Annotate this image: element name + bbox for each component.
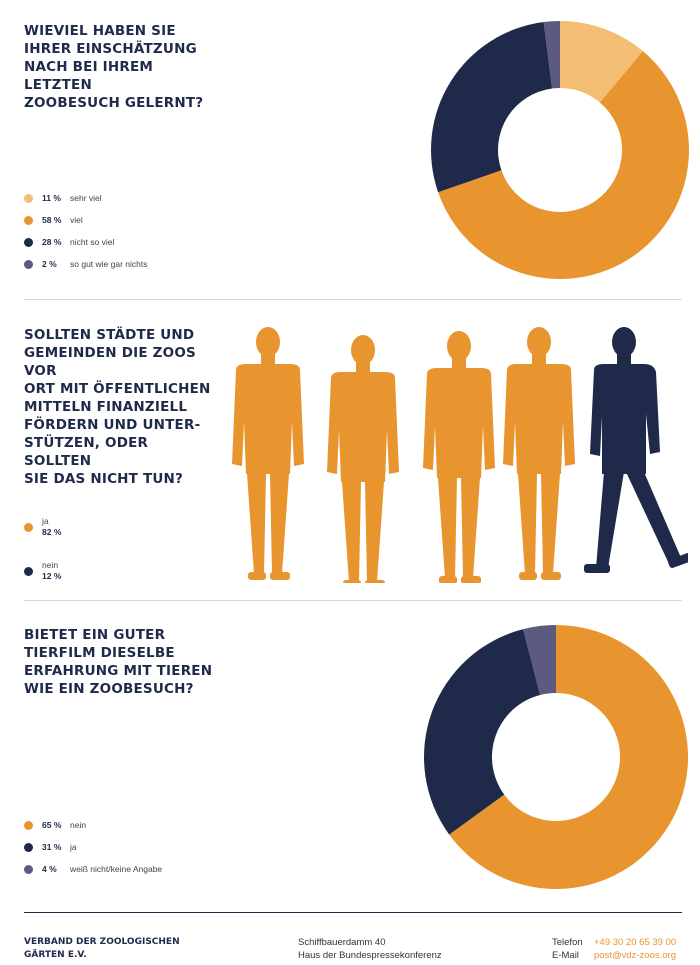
pie-slice: [543, 21, 560, 89]
legend-item: 11 % sehr viel: [24, 187, 147, 209]
section-divider: [24, 600, 682, 601]
pie-slice: [449, 625, 688, 889]
legend-label: ja: [70, 842, 77, 852]
legend-pct: 31 %: [42, 842, 62, 852]
walking-person-icon: [584, 327, 688, 573]
legend-dot: [24, 820, 33, 830]
legend-label: nein: [70, 820, 87, 830]
legend-label: ja: [42, 516, 49, 526]
pie-slice: [431, 22, 553, 193]
legend-item: 65 % nein: [24, 814, 162, 836]
footer-address-line: Haus der Bundespressekonferenz: [298, 950, 442, 961]
legend-label: viel: [70, 215, 83, 225]
legend-item: 2 % so gut wie gar nichts: [24, 253, 147, 275]
legend-dot: [24, 864, 33, 874]
legend-dot: [24, 193, 33, 203]
legend-pct: 82 %: [42, 527, 62, 537]
legend-item: 4 % weiß nicht/keine Angabe: [24, 858, 162, 880]
pie-slice: [560, 21, 643, 103]
question-1-title: WIEVIEL HABEN SIE IHRER EINSCHÄTZUNG NAC…: [24, 23, 204, 111]
legend-item: 28 % nicht so viel: [24, 231, 147, 253]
person-icon: [327, 335, 399, 583]
phone-label: Telefon: [552, 937, 583, 948]
footer-address-line: Schiffbauerdamm 40: [298, 937, 386, 948]
legend-pct: 11 %: [42, 193, 61, 203]
legend-item: ja 82 %: [24, 512, 61, 542]
legend-label: so gut wie gar nichts: [70, 259, 148, 269]
legend-3: 65 % nein 31 % ja 4 % weiß nicht/keine Anga…: [24, 814, 162, 880]
footer-address: Schiffbauerdamm 40 Haus der Bundespresse…: [298, 936, 442, 962]
legend-dot: [24, 522, 33, 532]
legend-label: weiß nicht/keine Angabe: [70, 864, 163, 874]
legend-label: nicht so viel: [70, 237, 115, 247]
pie-slice: [424, 629, 541, 835]
legend-dot: [24, 259, 33, 269]
legend-pct: 4 %: [42, 864, 57, 874]
donut-chart-1: [431, 21, 689, 279]
legend-label: nein: [42, 560, 59, 570]
footer-rule: [24, 912, 682, 913]
person-icon: [503, 327, 575, 580]
legend-1: 11 % sehr viel 58 % viel 28 % nicht so viel…: [24, 187, 147, 275]
legend-item: 31 % ja: [24, 836, 162, 858]
pie-slice: [438, 51, 689, 279]
legend-pct: 2 %: [42, 259, 57, 269]
people-silhouettes: [232, 327, 688, 583]
legend-pct: 65 %: [42, 820, 62, 830]
email-label: E-Mail: [552, 950, 579, 961]
legend-dot: [24, 566, 33, 576]
phone-number[interactable]: +49 30 20 65 39 00: [594, 937, 677, 948]
footer-contact: Telefon +49 30 20 65 39 00 E-Mail post@vdz…: [552, 936, 676, 962]
person-icon: [232, 327, 304, 580]
legend-item: nein 12 %: [24, 556, 61, 586]
section-divider: [24, 299, 682, 300]
pie-slice: [523, 625, 556, 696]
question-2-title: SOLLTEN STÄDTE UND GEMEINDEN DIE ZOOS VO…: [24, 327, 211, 487]
donut-chart-3: [424, 625, 688, 889]
legend-dot: [24, 237, 33, 247]
email-link[interactable]: post@vdz-zoos.org: [594, 950, 676, 961]
footer-org-name: VERBAND DER ZOOLOGISCHEN GÄRTEN E.V.: [24, 937, 180, 960]
question-3-title: BIETET EIN GUTER TIERFILM DIESELBE ERFAH…: [24, 627, 213, 697]
legend-pct: 28 %: [42, 237, 62, 247]
legend-label: sehr viel: [70, 193, 102, 203]
legend-pct: 58 %: [42, 215, 62, 225]
legend-dot: [24, 215, 33, 225]
legend-dot: [24, 842, 33, 852]
person-icon: [423, 331, 495, 583]
legend-2: ja 82 % nein 12 %: [24, 512, 61, 586]
legend-item: 58 % viel: [24, 209, 147, 231]
legend-pct: 12 %: [42, 571, 62, 581]
